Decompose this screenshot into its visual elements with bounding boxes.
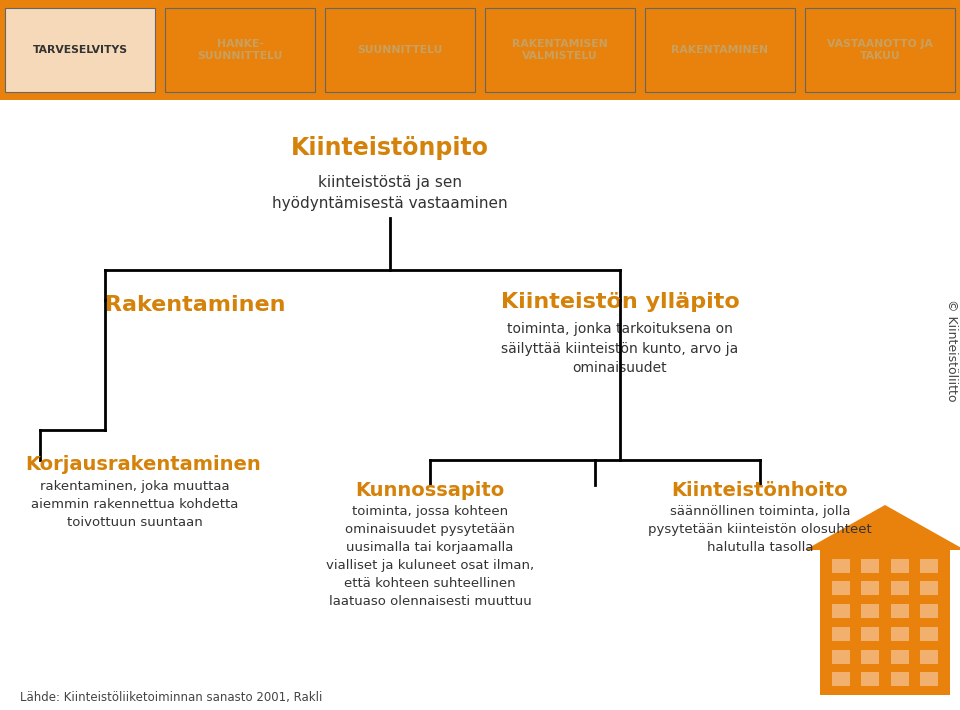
Bar [645,8,795,92]
Bar [921,581,939,596]
Bar [891,559,909,573]
Text: toiminta, jonka tarkoituksena on
säilyttää kiinteistön kunto, arvo ja
ominaisuud: toiminta, jonka tarkoituksena on säilytt… [501,322,738,375]
Bar [805,8,955,92]
Bar [325,8,475,92]
Bar [861,559,879,573]
Text: RAKENTAMINEN: RAKENTAMINEN [671,45,769,55]
Bar [861,672,879,687]
Bar [891,650,909,664]
Bar [831,604,850,618]
Text: säännöllinen toiminta, jolla
pysytetään kiinteistön olosuhteet
halutulla tasolla: säännöllinen toiminta, jolla pysytetään … [648,505,872,554]
Bar [921,604,939,618]
Text: © Kiinteistöliitto: © Kiinteistöliitto [946,299,958,401]
Polygon shape [805,505,960,550]
Bar [5,8,155,92]
Text: Korjausrakentaminen: Korjausrakentaminen [25,456,261,474]
Bar [891,627,909,641]
Text: rakentaminen, joka muuttaa
aiemmin rakennettua kohdetta
toivottuun suuntaan: rakentaminen, joka muuttaa aiemmin raken… [32,480,239,529]
Bar [861,627,879,641]
Text: Kiinteistönhoito: Kiinteistönhoito [672,481,849,500]
Bar [831,650,850,664]
Text: Rakentaminen: Rakentaminen [105,295,285,315]
Bar [921,559,939,573]
Bar [921,672,939,687]
Bar [861,650,879,664]
Bar [861,581,879,596]
Bar [0,0,960,100]
Bar [891,604,909,618]
Bar [921,650,939,664]
Bar [831,581,850,596]
Text: SUUNNITTELU: SUUNNITTELU [357,45,443,55]
Text: Kiinteistön ylläpito: Kiinteistön ylläpito [500,292,739,312]
Bar [831,627,850,641]
Text: RAKENTAMISEN
VALMISTELU: RAKENTAMISEN VALMISTELU [512,39,608,61]
Bar [165,8,315,92]
Text: VASTAANOTTO JA
TAKUU: VASTAANOTTO JA TAKUU [828,39,933,61]
Text: HANKE-
SUUNNITTELU: HANKE- SUUNNITTELU [198,39,282,61]
Text: Lähde: Kiinteistöliiketoiminnan sanasto 2001, Rakli: Lähde: Kiinteistöliiketoiminnan sanasto … [20,692,323,704]
Bar [831,559,850,573]
Bar [485,8,635,92]
Bar [891,672,909,687]
Bar [921,627,939,641]
Text: Kunnossapito: Kunnossapito [355,481,505,500]
Bar [861,604,879,618]
Text: toiminta, jossa kohteen
ominaisuudet pysytetään
uusimalla tai korjaamalla
vialli: toiminta, jossa kohteen ominaisuudet pys… [326,505,534,608]
Text: kiinteistöstä ja sen
hyödyntämisestä vastaaminen: kiinteistöstä ja sen hyödyntämisestä vas… [273,175,508,211]
Bar [831,672,850,687]
Bar [820,550,950,695]
Bar [891,581,909,596]
Text: TARVESELVITYS: TARVESELVITYS [33,45,128,55]
Text: Kiinteistönpito: Kiinteistönpito [291,136,489,160]
